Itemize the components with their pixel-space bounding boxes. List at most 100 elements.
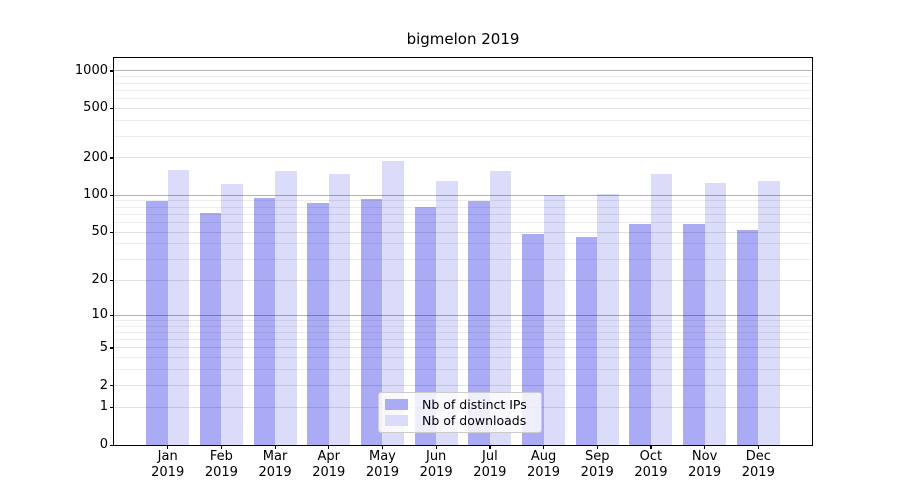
x-tick-year: 2019 bbox=[526, 465, 561, 480]
x-tick-month: Aug bbox=[530, 449, 557, 464]
x-tickmark-oct bbox=[650, 445, 652, 449]
gridline-y-6 bbox=[114, 339, 812, 341]
x-tickmark-apr bbox=[328, 445, 330, 449]
x-tick-month: Dec bbox=[745, 449, 771, 464]
gridline-y-90 bbox=[114, 200, 812, 202]
bar-nb-of-downloads-sep bbox=[597, 194, 619, 445]
gridline-y-800 bbox=[114, 82, 812, 84]
bar-nb-of-distinct-ips-mar bbox=[253, 198, 276, 445]
x-tick-label-sep: Sep 2019 bbox=[555, 449, 639, 481]
x-tick-label-jan: Jan 2019 bbox=[126, 449, 210, 481]
bar-nb-of-downloads-may bbox=[382, 160, 404, 445]
bar-nb-of-distinct-ips-jun bbox=[414, 207, 437, 445]
x-tick-year: 2019 bbox=[365, 465, 399, 480]
bar-nb-of-downloads-dec bbox=[758, 181, 780, 445]
y-tickmark-50 bbox=[110, 231, 114, 233]
bar-nb-of-downloads-jun bbox=[436, 181, 458, 445]
gridline-y-10 bbox=[114, 314, 812, 316]
y-tick-label-20: 20 bbox=[91, 272, 108, 288]
x-tick-month: Sep bbox=[584, 449, 610, 464]
x-tick-label-jul: Jul 2019 bbox=[448, 449, 532, 481]
x-tick-year: 2019 bbox=[312, 465, 346, 480]
y-tickmark-10 bbox=[110, 314, 114, 316]
x-tickmark-jul bbox=[489, 445, 491, 449]
bar-nb-of-distinct-ips-nov bbox=[683, 224, 705, 445]
x-tick-month: Oct bbox=[639, 449, 663, 464]
legend-item-downloads: Nb of downloads bbox=[385, 413, 535, 428]
gridline-y-1000 bbox=[114, 70, 812, 72]
x-tick-label-aug: Aug 2019 bbox=[502, 449, 586, 481]
gridline-y-9 bbox=[114, 319, 812, 321]
x-tickmark-sep bbox=[596, 445, 598, 449]
x-tick-month: Jun bbox=[425, 449, 447, 464]
legend-item-distinct-ips: Nb of distinct IPs bbox=[385, 397, 535, 412]
gridline-y-400 bbox=[114, 119, 812, 121]
bar-nb-of-distinct-ips-dec bbox=[736, 230, 759, 445]
plot-area bbox=[113, 57, 813, 446]
y-tickmark-20 bbox=[110, 279, 114, 281]
gridline-y-300 bbox=[114, 135, 812, 137]
legend-swatch-distinct-ips bbox=[385, 399, 408, 410]
x-tickmark-jun bbox=[435, 445, 437, 449]
y-tickmark-5 bbox=[110, 347, 114, 349]
y-tickmark-500 bbox=[110, 107, 114, 110]
x-tick-year: 2019 bbox=[634, 465, 668, 480]
x-tickmark-dec bbox=[757, 445, 759, 449]
bar-nb-of-distinct-ips-jul bbox=[468, 200, 490, 445]
gridline-y-80 bbox=[114, 206, 812, 208]
bar-nb-of-distinct-ips-feb bbox=[199, 213, 222, 445]
bar-nb-of-downloads-aug bbox=[543, 194, 566, 445]
x-tick-label-apr: Apr 2019 bbox=[287, 449, 371, 481]
y-tick-label-1: 1 bbox=[99, 399, 108, 415]
gridline-y-7 bbox=[114, 331, 812, 333]
legend-label-distinct-ips: Nb of distinct IPs bbox=[422, 397, 527, 412]
y-tickmark-1000 bbox=[110, 70, 114, 72]
legend: Nb of distinct IPs Nb of downloads bbox=[378, 392, 542, 433]
y-tick-label-50: 50 bbox=[91, 224, 108, 240]
bar-nb-of-distinct-ips-jan bbox=[146, 200, 168, 445]
y-tick-label-1000: 1000 bbox=[74, 62, 108, 78]
y-tick-label-5: 5 bbox=[99, 339, 108, 355]
gridline-y-20 bbox=[114, 279, 812, 281]
x-tick-month: Feb bbox=[209, 449, 233, 464]
x-tick-month: May bbox=[369, 449, 396, 464]
bar-nb-of-downloads-jan bbox=[167, 170, 190, 445]
bar-nb-of-downloads-feb bbox=[221, 184, 243, 445]
legend-swatch-downloads bbox=[385, 415, 408, 426]
y-tick-label-100: 100 bbox=[83, 187, 108, 203]
x-tick-year: 2019 bbox=[741, 465, 775, 480]
gridline-y-100 bbox=[114, 194, 812, 196]
x-tick-label-jun: Jun 2019 bbox=[394, 449, 478, 481]
gridline-y-40 bbox=[114, 243, 812, 245]
x-tick-month: Mar bbox=[262, 449, 288, 464]
x-tick-year: 2019 bbox=[688, 465, 722, 480]
y-tick-label-2: 2 bbox=[99, 377, 108, 393]
x-tick-label-feb: Feb 2019 bbox=[179, 449, 263, 481]
x-tick-label-oct: Oct 2019 bbox=[609, 449, 693, 481]
bar-nb-of-distinct-ips-oct bbox=[629, 224, 651, 445]
x-tickmark-mar bbox=[274, 445, 276, 449]
x-tick-label-nov: Nov 2019 bbox=[663, 449, 747, 481]
y-tickmark-0 bbox=[110, 444, 114, 446]
x-tick-month: Nov bbox=[691, 449, 718, 464]
legend-label-downloads: Nb of downloads bbox=[422, 413, 527, 428]
gridline-y-700 bbox=[114, 89, 812, 91]
gridline-y-8 bbox=[114, 325, 812, 327]
gridline-y-600 bbox=[114, 98, 812, 100]
y-tickmark-2 bbox=[110, 385, 114, 387]
x-tick-year: 2019 bbox=[204, 465, 238, 480]
bar-nb-of-downloads-jul bbox=[489, 170, 512, 445]
x-tick-label-dec: Dec 2019 bbox=[716, 449, 800, 481]
x-tickmark-nov bbox=[704, 445, 706, 449]
bar-nb-of-downloads-nov bbox=[704, 183, 727, 445]
x-tick-year: 2019 bbox=[419, 465, 453, 480]
bar-nb-of-distinct-ips-may bbox=[360, 199, 383, 445]
y-tick-label-0: 0 bbox=[99, 437, 108, 452]
x-tickmark-may bbox=[381, 445, 384, 449]
gridline-y-5 bbox=[114, 347, 812, 349]
x-tick-month: Jul bbox=[482, 449, 498, 464]
y-tick-label-10: 10 bbox=[91, 307, 108, 323]
bar-nb-of-distinct-ips-sep bbox=[575, 236, 598, 445]
y-tickmark-200 bbox=[110, 157, 114, 159]
